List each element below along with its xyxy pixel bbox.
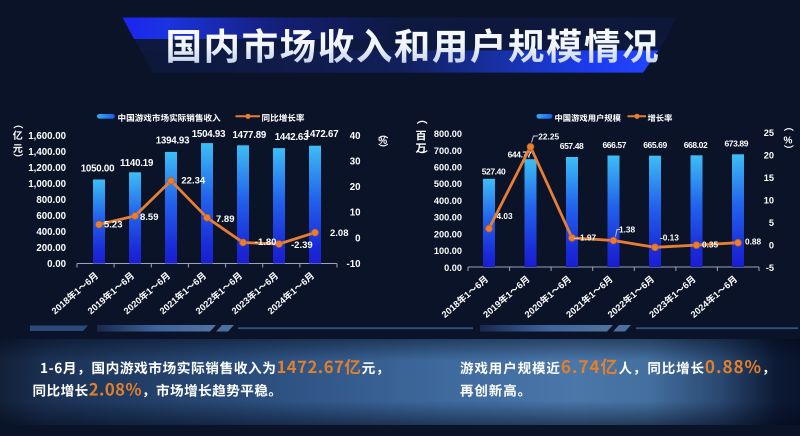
- svg-text:（: （: [414, 114, 430, 125]
- svg-text:1140.19: 1140.19: [120, 158, 154, 169]
- svg-text:200.00: 200.00: [36, 243, 66, 254]
- svg-text:中国游戏用户规模: 中国游戏用户规模: [555, 112, 622, 124]
- svg-text:）: ）: [414, 150, 430, 161]
- svg-text:600.00: 600.00: [36, 211, 66, 222]
- svg-text:200.00: 200.00: [434, 229, 462, 239]
- svg-text:800.00: 800.00: [36, 195, 66, 206]
- svg-text:-2.39: -2.39: [291, 240, 313, 251]
- svg-text:1504.93: 1504.93: [192, 129, 226, 140]
- svg-text:500.00: 500.00: [434, 179, 462, 189]
- svg-text:1.38: 1.38: [619, 224, 636, 234]
- svg-text:）: ）: [782, 145, 797, 155]
- svg-text:万: 万: [416, 140, 427, 156]
- svg-text:1,400.00: 1,400.00: [28, 147, 66, 158]
- svg-text:-5: -5: [766, 263, 774, 273]
- svg-text:同比增长2.08%，市场增长趋势平稳。: 同比增长2.08%，市场增长趋势平稳。: [33, 377, 283, 401]
- svg-text:（: （: [12, 119, 27, 129]
- svg-text:（: （: [377, 129, 392, 139]
- svg-text:）: ）: [377, 143, 392, 153]
- svg-text:百: 百: [416, 128, 427, 144]
- svg-text:30: 30: [350, 157, 361, 168]
- svg-text:再创新高。: 再创新高。: [460, 380, 532, 400]
- svg-text:0.35: 0.35: [702, 240, 719, 250]
- svg-text:600.00: 600.00: [434, 163, 462, 173]
- svg-text:游戏用户规模近6.74亿人，同比增长0.88%，: 游戏用户规模近6.74亿人，同比增长0.88%，: [460, 353, 776, 378]
- svg-text:0: 0: [769, 240, 774, 250]
- svg-text:8.59: 8.59: [140, 212, 159, 223]
- svg-text:1050.00: 1050.00: [81, 163, 115, 174]
- svg-text:同比增长率: 同比增长率: [262, 112, 305, 124]
- svg-text:800.00: 800.00: [434, 129, 462, 139]
- svg-text:亿: 亿: [13, 127, 23, 142]
- svg-text:666.57: 666.57: [602, 140, 626, 150]
- svg-text:25: 25: [764, 128, 774, 138]
- svg-text:-10: -10: [346, 259, 360, 270]
- svg-text:1394.93: 1394.93: [156, 136, 190, 147]
- svg-text:20: 20: [350, 182, 361, 193]
- svg-text:1.97: 1.97: [580, 232, 597, 242]
- svg-text:%: %: [784, 135, 793, 146]
- svg-text:0.00: 0.00: [47, 259, 66, 270]
- svg-text:国内市场收入和用户规模情况: 国内市场收入和用户规模情况: [166, 18, 661, 71]
- svg-text:0: 0: [355, 233, 360, 244]
- svg-text:0.88: 0.88: [745, 237, 762, 247]
- svg-text:4.03: 4.03: [497, 211, 514, 221]
- svg-text:300.00: 300.00: [434, 213, 462, 223]
- svg-text:10: 10: [764, 196, 774, 206]
- svg-text:700.00: 700.00: [434, 146, 462, 156]
- svg-text:-1.80: -1.80: [255, 237, 277, 248]
- svg-text:2.08: 2.08: [330, 228, 349, 239]
- svg-text:）: ）: [12, 153, 27, 163]
- svg-text:673.89: 673.89: [724, 139, 748, 149]
- svg-text:100.00: 100.00: [434, 246, 462, 256]
- svg-text:40: 40: [350, 131, 361, 142]
- svg-text:20: 20: [764, 151, 774, 161]
- svg-text:元: 元: [13, 140, 23, 155]
- svg-text:657.48: 657.48: [560, 141, 584, 151]
- svg-text:665.69: 665.69: [643, 140, 667, 150]
- svg-text:中国游戏市场实际销售收入: 中国游戏市场实际销售收入: [118, 112, 222, 124]
- svg-text:1,000.00: 1,000.00: [28, 179, 66, 190]
- svg-text:400.00: 400.00: [434, 196, 462, 206]
- svg-text:22.25: 22.25: [538, 131, 559, 141]
- svg-text:0.00: 0.00: [444, 263, 462, 273]
- svg-text:（: （: [782, 122, 797, 132]
- svg-text:1472.67: 1472.67: [305, 129, 339, 140]
- svg-text:527.40: 527.40: [482, 167, 506, 177]
- svg-text:10: 10: [350, 208, 361, 219]
- svg-text:22.34: 22.34: [181, 175, 205, 186]
- svg-text:1477.89: 1477.89: [232, 130, 266, 141]
- svg-text:668.02: 668.02: [684, 140, 708, 150]
- svg-text:7.89: 7.89: [216, 214, 235, 225]
- svg-text:%: %: [378, 136, 387, 147]
- svg-text:增长率: 增长率: [648, 112, 673, 124]
- svg-text:5.23: 5.23: [104, 219, 123, 230]
- svg-text:-0.13: -0.13: [660, 232, 679, 242]
- svg-text:5: 5: [769, 218, 774, 228]
- svg-text:1-6月，国内游戏市场实际销售收入为1472.67亿元，: 1-6月，国内游戏市场实际销售收入为1472.67亿元，: [40, 354, 390, 378]
- svg-text:15: 15: [764, 173, 774, 183]
- svg-text:1442.63: 1442.63: [275, 132, 309, 143]
- svg-text:1,600.00: 1,600.00: [28, 131, 66, 142]
- svg-text:644.77: 644.77: [508, 150, 532, 160]
- svg-text:1,200.00: 1,200.00: [28, 163, 66, 174]
- svg-text:400.00: 400.00: [36, 227, 66, 238]
